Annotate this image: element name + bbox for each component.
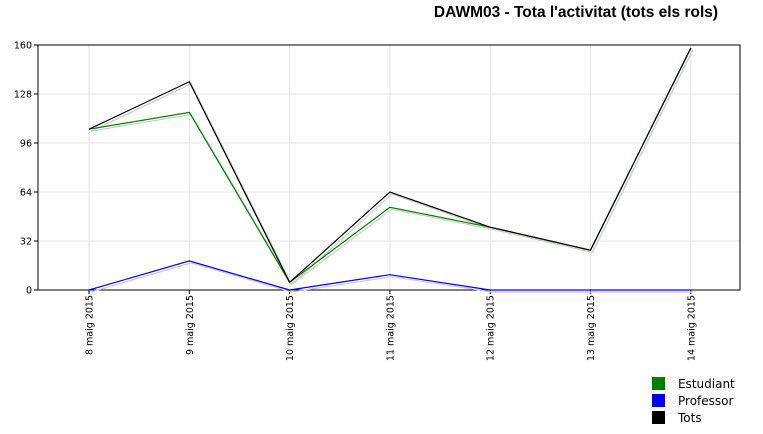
legend-swatch-professor: [652, 394, 665, 407]
series-lines: [88, 47, 694, 293]
x-tick-label: 10 maig 2015: [285, 295, 296, 361]
x-tick-label: 12 maig 2015: [486, 295, 497, 361]
x-tick-label: 14 maig 2015: [686, 295, 697, 361]
axes: [37, 44, 741, 291]
series-line-tots: [88, 47, 692, 284]
y-tick-label: 96: [20, 139, 32, 150]
legend-swatch-tots: [652, 411, 665, 424]
legend-swatch-estudiant: [652, 377, 665, 390]
legend-label-estudiant: Estudiant: [678, 377, 735, 391]
y-tick-label: 160: [14, 41, 32, 52]
chart-title: DAWM03 - Tota l'activitat (tots els rols…: [433, 4, 719, 21]
legend-label-professor: Professor: [678, 394, 733, 408]
legend: Estudiant Professor Tots: [652, 377, 735, 425]
legend-label-tots: Tots: [677, 411, 702, 425]
series-shadow: [90, 262, 693, 293]
x-axis-ticks: 8 maig 2015 9 maig 2015 10 maig 2015 11 mai…: [85, 290, 697, 361]
y-tick-label: 64: [20, 188, 32, 199]
plot-frame: [37, 44, 741, 291]
x-tick-label: 13 maig 2015: [586, 295, 597, 361]
x-tick-label: 11 maig 2015: [385, 295, 396, 361]
y-tick-label: 128: [14, 90, 32, 101]
series-line-professor: [88, 260, 691, 291]
y-tick-label: 0: [26, 286, 32, 297]
y-axis-ticks: 0 32 64 96 128 160: [14, 41, 38, 297]
series-shadow: [90, 49, 694, 286]
x-tick-label: 9 maig 2015: [185, 295, 196, 355]
x-tick-label: 8 maig 2015: [85, 295, 96, 355]
y-tick-label: 32: [20, 237, 32, 248]
